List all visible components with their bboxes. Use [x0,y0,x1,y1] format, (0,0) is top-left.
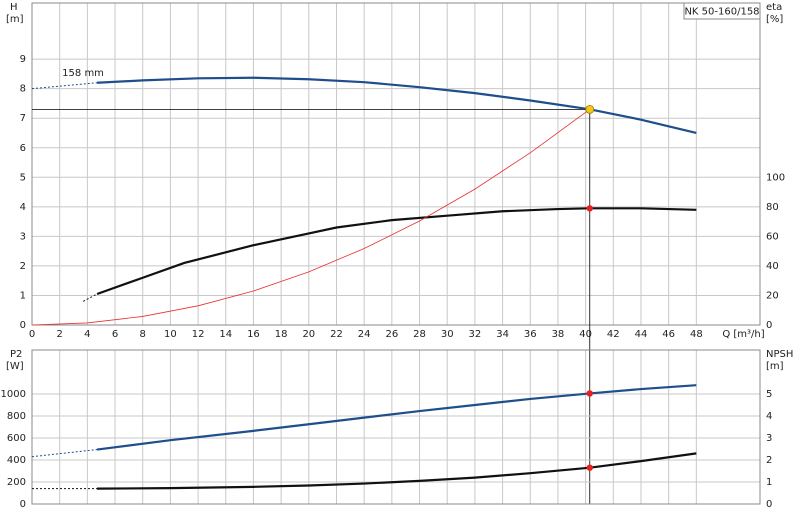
y2-axis-unit: [m] [766,361,784,372]
series-line [31,109,590,326]
x-tick-label: 28 [413,329,426,340]
x-tick-label: 0 [29,329,35,340]
y-tick-label: 8 [20,84,26,95]
point [586,205,593,212]
y-tick-label: 600 [7,433,26,444]
y-tick-label: 0 [20,499,26,510]
y-tick-label: 4 [20,202,26,213]
series-line [96,207,697,296]
x-tick-label: 40 [579,329,592,340]
y2-tick-label: 4 [766,411,772,422]
x-tick-label: 42 [607,329,620,340]
x-tick-label: 30 [441,329,454,340]
y-tick-label: 0 [20,320,26,331]
y2-tick-label: 20 [766,290,779,301]
y-axis-label: P2 [10,349,22,360]
x-tick-label: 22 [330,329,343,340]
y-tick-label: 2 [20,261,26,272]
y-tick-label: 200 [7,477,26,488]
y-axis-label: H [10,2,18,13]
x-tick-label: 48 [690,329,703,340]
y-tick-label: 3 [20,231,26,242]
y2-axis-label: NPSH [766,349,793,360]
series-line [97,452,697,490]
x-tick-label: 32 [469,329,482,340]
y2-tick-label: 40 [766,261,779,272]
x-tick-label: 38 [552,329,565,340]
y2-tick-label: 100 [766,172,785,183]
series-line [31,82,98,90]
x-tick-label: 10 [164,329,177,340]
x-tick-label: 36 [524,329,537,340]
x-tick-label: 34 [496,329,509,340]
y2-axis-unit: [%] [766,14,783,25]
y2-axis-label: eta [766,2,782,13]
point [586,390,593,397]
y-tick-label: 9 [20,54,26,65]
x-tick-label: 44 [635,329,648,340]
plot-frame [31,349,761,505]
x-tick-label: 8 [140,329,146,340]
y2-tick-label: 80 [766,202,779,213]
y-tick-label: 1 [20,290,26,301]
y2-tick-label: 3 [766,433,772,444]
chart-title: NK 50-160/158 [684,7,759,18]
y-axis-unit: [W] [6,361,24,372]
y-tick-label: 800 [7,411,26,422]
title-box [683,2,761,20]
y2-tick-label: 0 [766,499,772,510]
x-tick-label: 2 [56,329,62,340]
plot-frame [31,2,761,326]
x-tick-label: 46 [662,329,675,340]
point [585,104,595,114]
series-line [82,293,98,302]
x-axis-label: Q [m³/h] [722,329,764,340]
x-tick-label: 14 [219,329,232,340]
y2-tick-label: 0 [766,320,772,331]
y2-tick-label: 5 [766,389,772,400]
x-tick-label: 20 [302,329,315,340]
y2-tick-label: 1 [766,477,772,488]
series-line [31,449,98,458]
y-tick-label: 5 [20,172,26,183]
series-line [96,384,697,451]
point [586,464,593,471]
y-tick-label: 6 [20,143,26,154]
y2-tick-label: 2 [766,455,772,466]
y2-tick-label: 60 [766,231,779,242]
x-tick-label: 16 [247,329,260,340]
series-label: 158 mm [62,68,104,79]
y-tick-label: 7 [20,113,26,124]
x-tick-label: 6 [112,329,118,340]
y-axis-unit: [m] [6,14,24,25]
x-tick-label: 18 [275,329,288,340]
x-tick-label: 4 [84,329,90,340]
x-tick-label: 12 [192,329,205,340]
x-tick-label: 24 [358,329,371,340]
series-line [96,76,697,135]
x-tick-label: 26 [385,329,398,340]
y-tick-label: 400 [7,455,26,466]
y-tick-label: 1000 [1,389,26,400]
